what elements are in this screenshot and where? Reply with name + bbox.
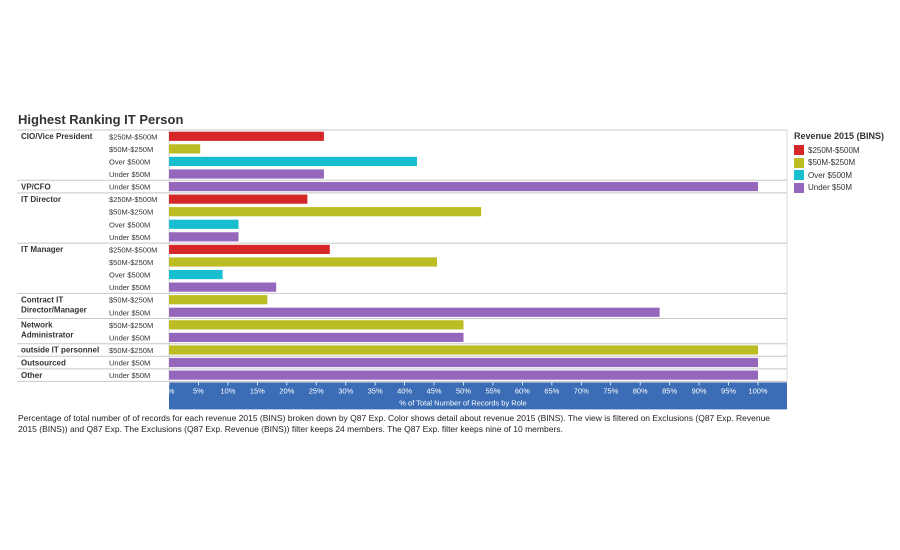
legend-item[interactable]: Under $50M	[794, 182, 898, 195]
legend-label: Under $50M	[808, 183, 853, 193]
bin-label: Over $500M	[109, 220, 150, 229]
bin-label: $50M-$250M	[109, 346, 153, 355]
chart-caption: Percentage of total number of of records…	[18, 413, 771, 434]
bin-label: Under $50M	[109, 359, 150, 368]
x-tick-label: 45%	[427, 386, 442, 395]
category-label: outside IT personnel	[21, 346, 99, 355]
legend: Revenue 2015 (BINS) $250M-$500M $50M-$250…	[794, 131, 898, 194]
x-tick-label: 30%	[338, 386, 353, 395]
bin-label: Under $50M	[109, 308, 150, 317]
x-tick-label: 70%	[574, 386, 589, 395]
legend-label: $250M-$500M	[808, 145, 860, 155]
legend-item[interactable]: $250M-$500M	[794, 144, 898, 157]
category-label: Outsourced	[21, 358, 66, 367]
x-tick-label: 95%	[721, 386, 736, 395]
x-tick-label: 35%	[368, 386, 383, 395]
bin-label: Under $50M	[109, 233, 150, 242]
bar	[169, 282, 277, 292]
x-tick-label: 60%	[515, 386, 530, 395]
bin-label: $250M-$500M	[109, 245, 157, 254]
legend-items: $250M-$500M $50M-$250M Over $500M Under $50…	[794, 144, 898, 194]
bar	[169, 131, 324, 141]
category-label: IT Manager	[21, 245, 63, 254]
legend-swatch	[794, 170, 804, 181]
legend-item[interactable]: Over $500M	[794, 169, 898, 182]
x-tick-label: 50%	[456, 386, 471, 395]
x-tick-label: 90%	[692, 386, 707, 395]
bar	[169, 207, 482, 217]
bin-label: Under $50M	[109, 283, 150, 292]
bar	[169, 320, 464, 330]
bin-label: Under $50M	[109, 333, 150, 342]
legend-swatch	[794, 145, 804, 156]
chart-title: Highest Ranking IT Person	[18, 112, 184, 127]
x-tick-label: 5%	[193, 386, 204, 395]
bin-label: $50M-$250M	[109, 208, 153, 217]
category-label: VP/CFO	[21, 182, 51, 191]
bin-label: $50M-$250M	[109, 145, 153, 154]
x-tick-label: 55%	[485, 386, 500, 395]
x-axis-band	[169, 382, 787, 410]
x-tick-label: 25%	[309, 386, 324, 395]
bin-label: Over $500M	[109, 271, 150, 280]
bar	[169, 345, 758, 355]
bar	[169, 244, 330, 255]
category-label: IT Director	[21, 195, 61, 204]
x-tick-label: 85%	[662, 386, 677, 395]
bar	[169, 181, 758, 192]
x-tick-label: 10%	[220, 386, 235, 395]
bin-label: $50M-$250M	[109, 321, 153, 330]
legend-swatch	[794, 157, 804, 168]
bar	[169, 357, 758, 368]
bin-label: $250M-$500M	[109, 195, 157, 204]
category-label: Network Administrator	[21, 321, 73, 340]
bar	[169, 169, 324, 179]
x-tick-label: 0%	[164, 386, 175, 395]
bin-label: $50M-$250M	[109, 258, 153, 267]
bin-label: Under $50M	[109, 170, 150, 179]
bar	[169, 370, 758, 380]
bar	[169, 156, 417, 167]
bar	[169, 194, 308, 204]
category-label: Contract IT Director/Manager	[21, 295, 87, 314]
x-tick-label: 100%	[748, 386, 768, 395]
x-tick-label: 80%	[633, 386, 648, 395]
x-axis-label: % of Total Number of Records by Role	[399, 398, 526, 407]
bar	[169, 307, 660, 317]
x-tick-label: 40%	[397, 386, 412, 395]
bar	[169, 257, 437, 267]
bar	[169, 332, 464, 343]
x-tick-label: 20%	[279, 386, 294, 395]
bar	[169, 232, 239, 242]
bin-label: Over $500M	[109, 157, 150, 166]
bin-label: $50M-$250M	[109, 296, 153, 305]
bar	[169, 269, 223, 280]
legend-label: $50M-$250M	[808, 158, 856, 168]
legend-swatch	[794, 182, 804, 193]
x-tick-label: 75%	[603, 386, 618, 395]
bar	[169, 219, 239, 229]
bar	[169, 144, 201, 154]
x-tick-label: 65%	[544, 386, 559, 395]
legend-label: Over $500M	[808, 170, 853, 180]
category-label: Other	[21, 371, 42, 380]
category-label: CIO/Vice President	[21, 132, 93, 141]
legend-item[interactable]: $50M-$250M	[794, 157, 898, 170]
bar	[169, 295, 268, 305]
x-tick-label: 15%	[250, 386, 265, 395]
legend-title: Revenue 2015 (BINS)	[794, 131, 885, 141]
bin-label: Under $50M	[109, 371, 150, 380]
bin-label: $250M-$500M	[109, 132, 157, 141]
bin-label: Under $50M	[109, 183, 150, 192]
